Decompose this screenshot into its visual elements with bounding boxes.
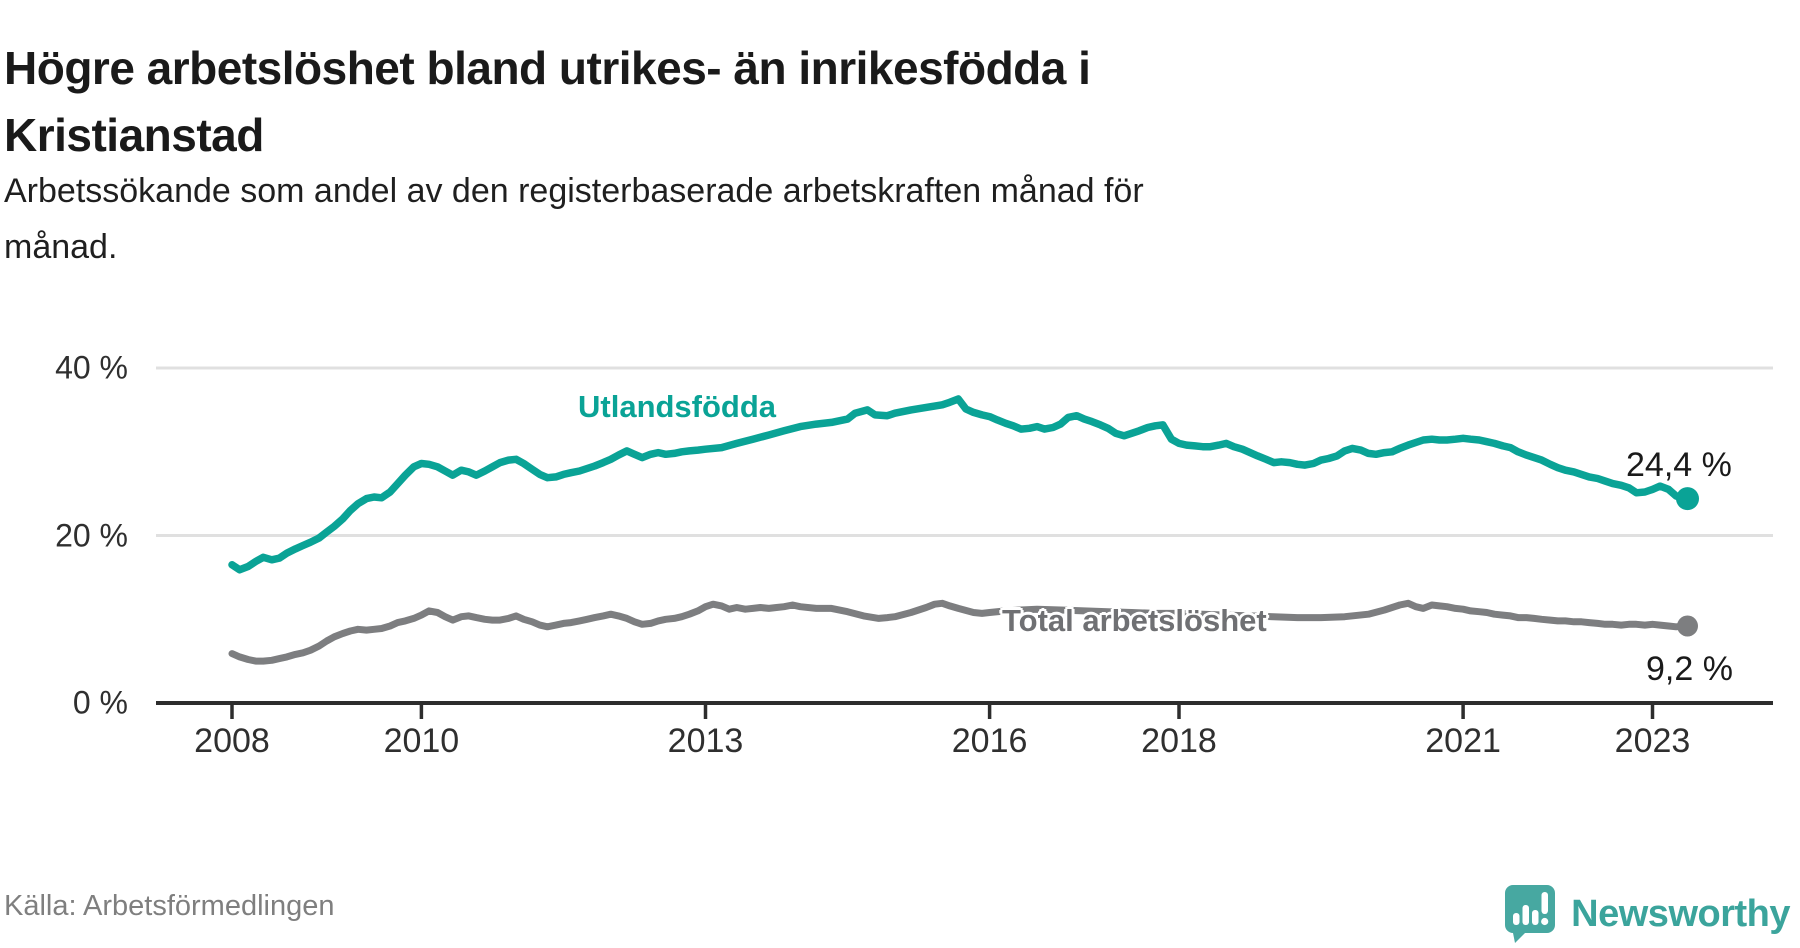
y-tick-label-20: 20 % <box>55 517 128 553</box>
end-value-total-arbetsloshet: 9,2 % <box>1646 650 1733 688</box>
newsworthy-logo-text: Newsworthy <box>1571 892 1790 935</box>
x-tick-label-2008: 2008 <box>194 722 270 760</box>
newsworthy-logo-icon <box>1505 885 1556 943</box>
source-note: Källa: Arbetsförmedlingen <box>4 890 335 922</box>
x-tick-label-2023: 2023 <box>1614 722 1691 760</box>
page-title: Högre arbetslöshet bland utrikes- än inr… <box>4 35 1624 169</box>
y-tick-label-40: 40 % <box>55 349 128 386</box>
end-dot-total <box>1677 615 1698 637</box>
title-line-1: Högre arbetslöshet bland utrikes- än inr… <box>4 41 1091 94</box>
series-label-total-arbetsloshet: Total arbetslöshet <box>1002 603 1267 638</box>
newsworthy-logo: Newsworthy <box>1503 884 1790 944</box>
x-tick-label-2021: 2021 <box>1425 722 1501 760</box>
x-tick-label-2010: 2010 <box>383 722 460 760</box>
end-value-utlandsfodda: 24,4 % <box>1626 446 1732 484</box>
series-line-total <box>228 599 1691 665</box>
x-tick-label-2018: 2018 <box>1141 722 1217 760</box>
subtitle-line-1: Arbetssökande som andel av den registerb… <box>4 172 1144 210</box>
chart-subtitle: Arbetssökande som andel av den registerb… <box>4 163 1564 275</box>
x-tick-label-2013: 2013 <box>667 722 744 760</box>
series-label-utlandsfodda: Utlandsfödda <box>578 389 777 424</box>
x-tick-label-2016: 2016 <box>951 722 1028 760</box>
end-dot-utlandsfodda <box>1676 487 1699 511</box>
series-line-utlandsfodda <box>228 395 1692 574</box>
subtitle-line-2: månad. <box>4 228 118 266</box>
y-tick-label-0: 0 % <box>72 684 128 721</box>
title-line-2: Kristianstad <box>4 108 264 161</box>
